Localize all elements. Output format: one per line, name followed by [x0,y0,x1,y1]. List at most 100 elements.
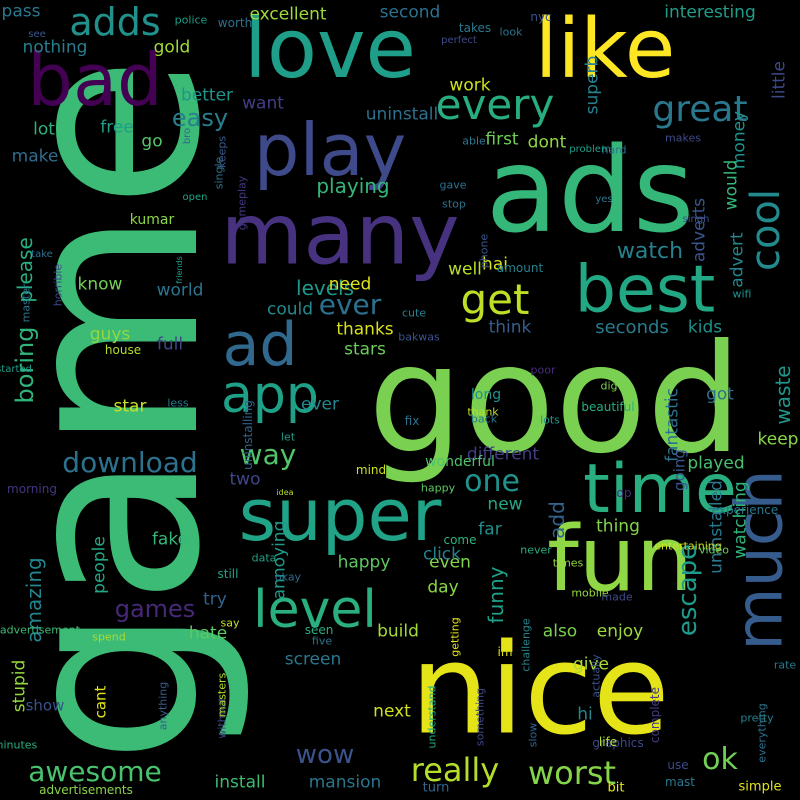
cloud-word: best [574,252,716,328]
cloud-word: excellent [249,4,327,25]
cloud-word: kumar [129,212,175,228]
cloud-word: next [373,701,411,722]
cloud-word: five [311,634,333,648]
cloud-word: awesome [28,755,162,788]
cloud-word: interesting [664,2,756,23]
cloud-word: could [266,299,314,320]
cloud-word: house [104,343,142,357]
cloud-word: need [328,274,372,295]
cloud-word: experience [711,503,779,517]
cloud-word: horrible [51,263,65,307]
cloud-word: understand [425,685,439,749]
cloud-word: long [470,387,502,403]
cloud-word: slow [526,722,540,748]
cloud-word: thanks [336,319,394,340]
cloud-word: uninstalled [706,480,727,574]
cloud-word: levels [296,276,354,300]
cloud-word: gave [439,178,467,192]
cloud-word: pass [1,1,41,22]
cloud-word: advertisements [39,783,133,797]
cloud-word: op [616,486,632,500]
cloud-word: easy [171,104,229,132]
cloud-word: even [429,552,471,573]
cloud-word: mast [665,775,695,789]
cloud-word: got [706,384,734,405]
cloud-word: bro [182,127,193,145]
cloud-word: never [520,543,552,557]
cloud-word: master [19,283,33,323]
cloud-word: show [25,696,65,715]
cloud-word: hard [601,143,627,157]
cloud-word: nyc [530,10,552,24]
cloud-word: actually [589,654,603,698]
cloud-word: try [203,589,227,610]
cloud-word: able [462,134,486,148]
cloud-word: happy [337,552,391,573]
cloud-word: really [410,751,500,789]
cloud-word: gold [153,37,191,58]
cloud-word: advertisement [0,623,81,637]
cloud-word: work [449,75,491,96]
cloud-word: takes [458,21,492,35]
cloud-word: turn [422,780,450,796]
cloud-word: made [601,590,633,604]
cloud-word: add [545,501,569,539]
cloud-word: entertaining [654,539,722,553]
cloud-word: yes [595,194,613,205]
cloud-word: idea [276,488,294,497]
cloud-word: dont [527,132,567,153]
cloud-word: masters [215,672,229,718]
cloud-word: bad [27,38,163,122]
cloud-word: super [238,473,442,557]
cloud-word: better [180,85,234,106]
cloud-word: life [598,735,618,749]
cloud-word: full [156,334,184,355]
cloud-word: adds [69,0,161,44]
cloud-word: wonderful [425,454,495,470]
cloud-word: mind [355,463,387,477]
cloud-word: guys [89,324,131,345]
cloud-word: screen [284,649,342,670]
cloud-word: perfect [441,35,477,46]
cloud-word: waste [771,365,795,425]
cloud-word: little [769,61,790,99]
cloud-word: click [423,544,461,565]
cloud-word: ever [301,394,339,415]
cloud-word: play [253,108,407,192]
cloud-word: far [478,519,502,540]
cloud-word: come [443,533,477,547]
cloud-word: poor [530,363,556,377]
cloud-word: back [470,412,498,426]
cloud-word: data [251,551,277,565]
cloud-word: spend [92,630,126,644]
cloud-word: nice [410,617,670,763]
cloud-word: funny [484,566,508,624]
cloud-word: friends [175,256,184,284]
cloud-word: watching [730,481,751,559]
cloud-word: world [156,280,204,301]
cloud-word: way [239,438,297,471]
cloud-word: playing [316,174,390,198]
cloud-word: download [62,446,198,479]
cloud-word: graphics [592,736,644,750]
cloud-word: happy [420,481,456,495]
cloud-word: started [0,364,32,375]
cloud-word: escape [673,543,703,637]
cloud-word: seconds [595,317,669,338]
cloud-word: minutes [0,738,38,752]
cloud-word: let [280,430,296,444]
cloud-word: video [698,543,730,557]
cloud-word: gameplay [235,175,249,231]
cloud-word: simple [738,779,782,795]
cloud-word: also [542,621,578,642]
cloud-word: like [534,2,676,97]
cloud-word: hai [482,254,508,275]
cloud-word: mobile [571,586,609,600]
cloud-word: phone [477,233,491,269]
cloud-word: police [174,13,208,27]
cloud-word: fix [404,414,420,428]
cloud-word: open [182,192,208,203]
cloud-word: give [572,654,610,675]
cloud-word: cant [91,685,110,719]
